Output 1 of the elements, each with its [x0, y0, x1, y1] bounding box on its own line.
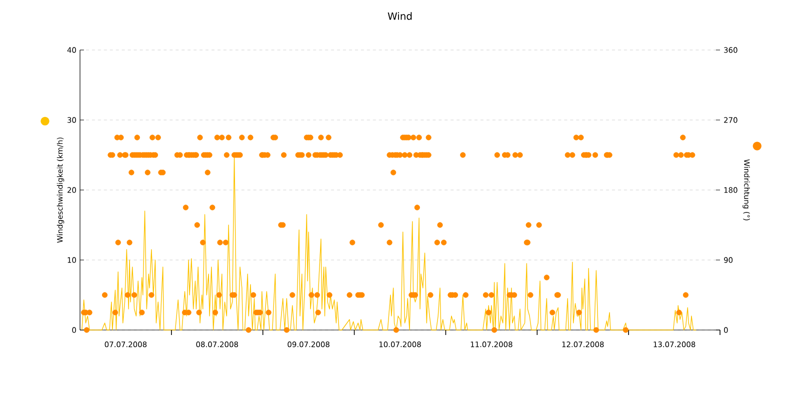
- chart-title: Wind: [388, 12, 412, 20]
